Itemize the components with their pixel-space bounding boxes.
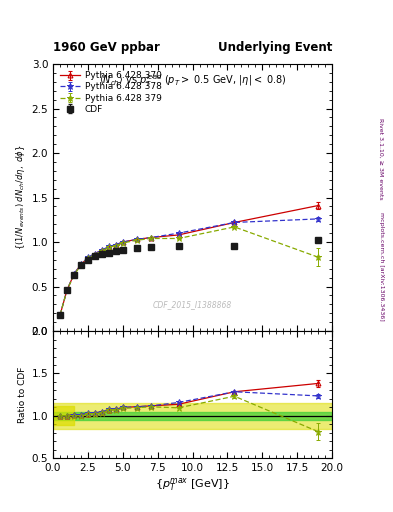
Text: $\langle N_{ch}\rangle$ vs $p_T^{lead}$ ($p_T >$ 0.5 GeV, $|\eta| <$ 0.8): $\langle N_{ch}\rangle$ vs $p_T^{lead}$ …	[99, 72, 286, 89]
Y-axis label: Ratio to CDF: Ratio to CDF	[18, 367, 28, 423]
X-axis label: $\{p_T^{max}\ [\mathrm{GeV}]\}$: $\{p_T^{max}\ [\mathrm{GeV}]\}$	[155, 476, 230, 493]
Text: 1960 GeV ppbar: 1960 GeV ppbar	[53, 41, 160, 54]
Text: mcplots.cern.ch [arXiv:1306.3436]: mcplots.cern.ch [arXiv:1306.3436]	[379, 212, 384, 321]
Text: Underlying Event: Underlying Event	[218, 41, 332, 54]
Text: Rivet 3.1.10, ≥ 3M events: Rivet 3.1.10, ≥ 3M events	[379, 118, 384, 200]
Text: CDF_2015_I1388868: CDF_2015_I1388868	[153, 300, 232, 309]
Y-axis label: $\{(1/N_{events})\ dN_{ch}/d\eta,\ d\phi\}$: $\{(1/N_{events})\ dN_{ch}/d\eta,\ d\phi…	[15, 145, 28, 250]
Legend: Pythia 6.428 370, Pythia 6.428 378, Pythia 6.428 379, CDF: Pythia 6.428 370, Pythia 6.428 378, Pyth…	[57, 69, 164, 117]
